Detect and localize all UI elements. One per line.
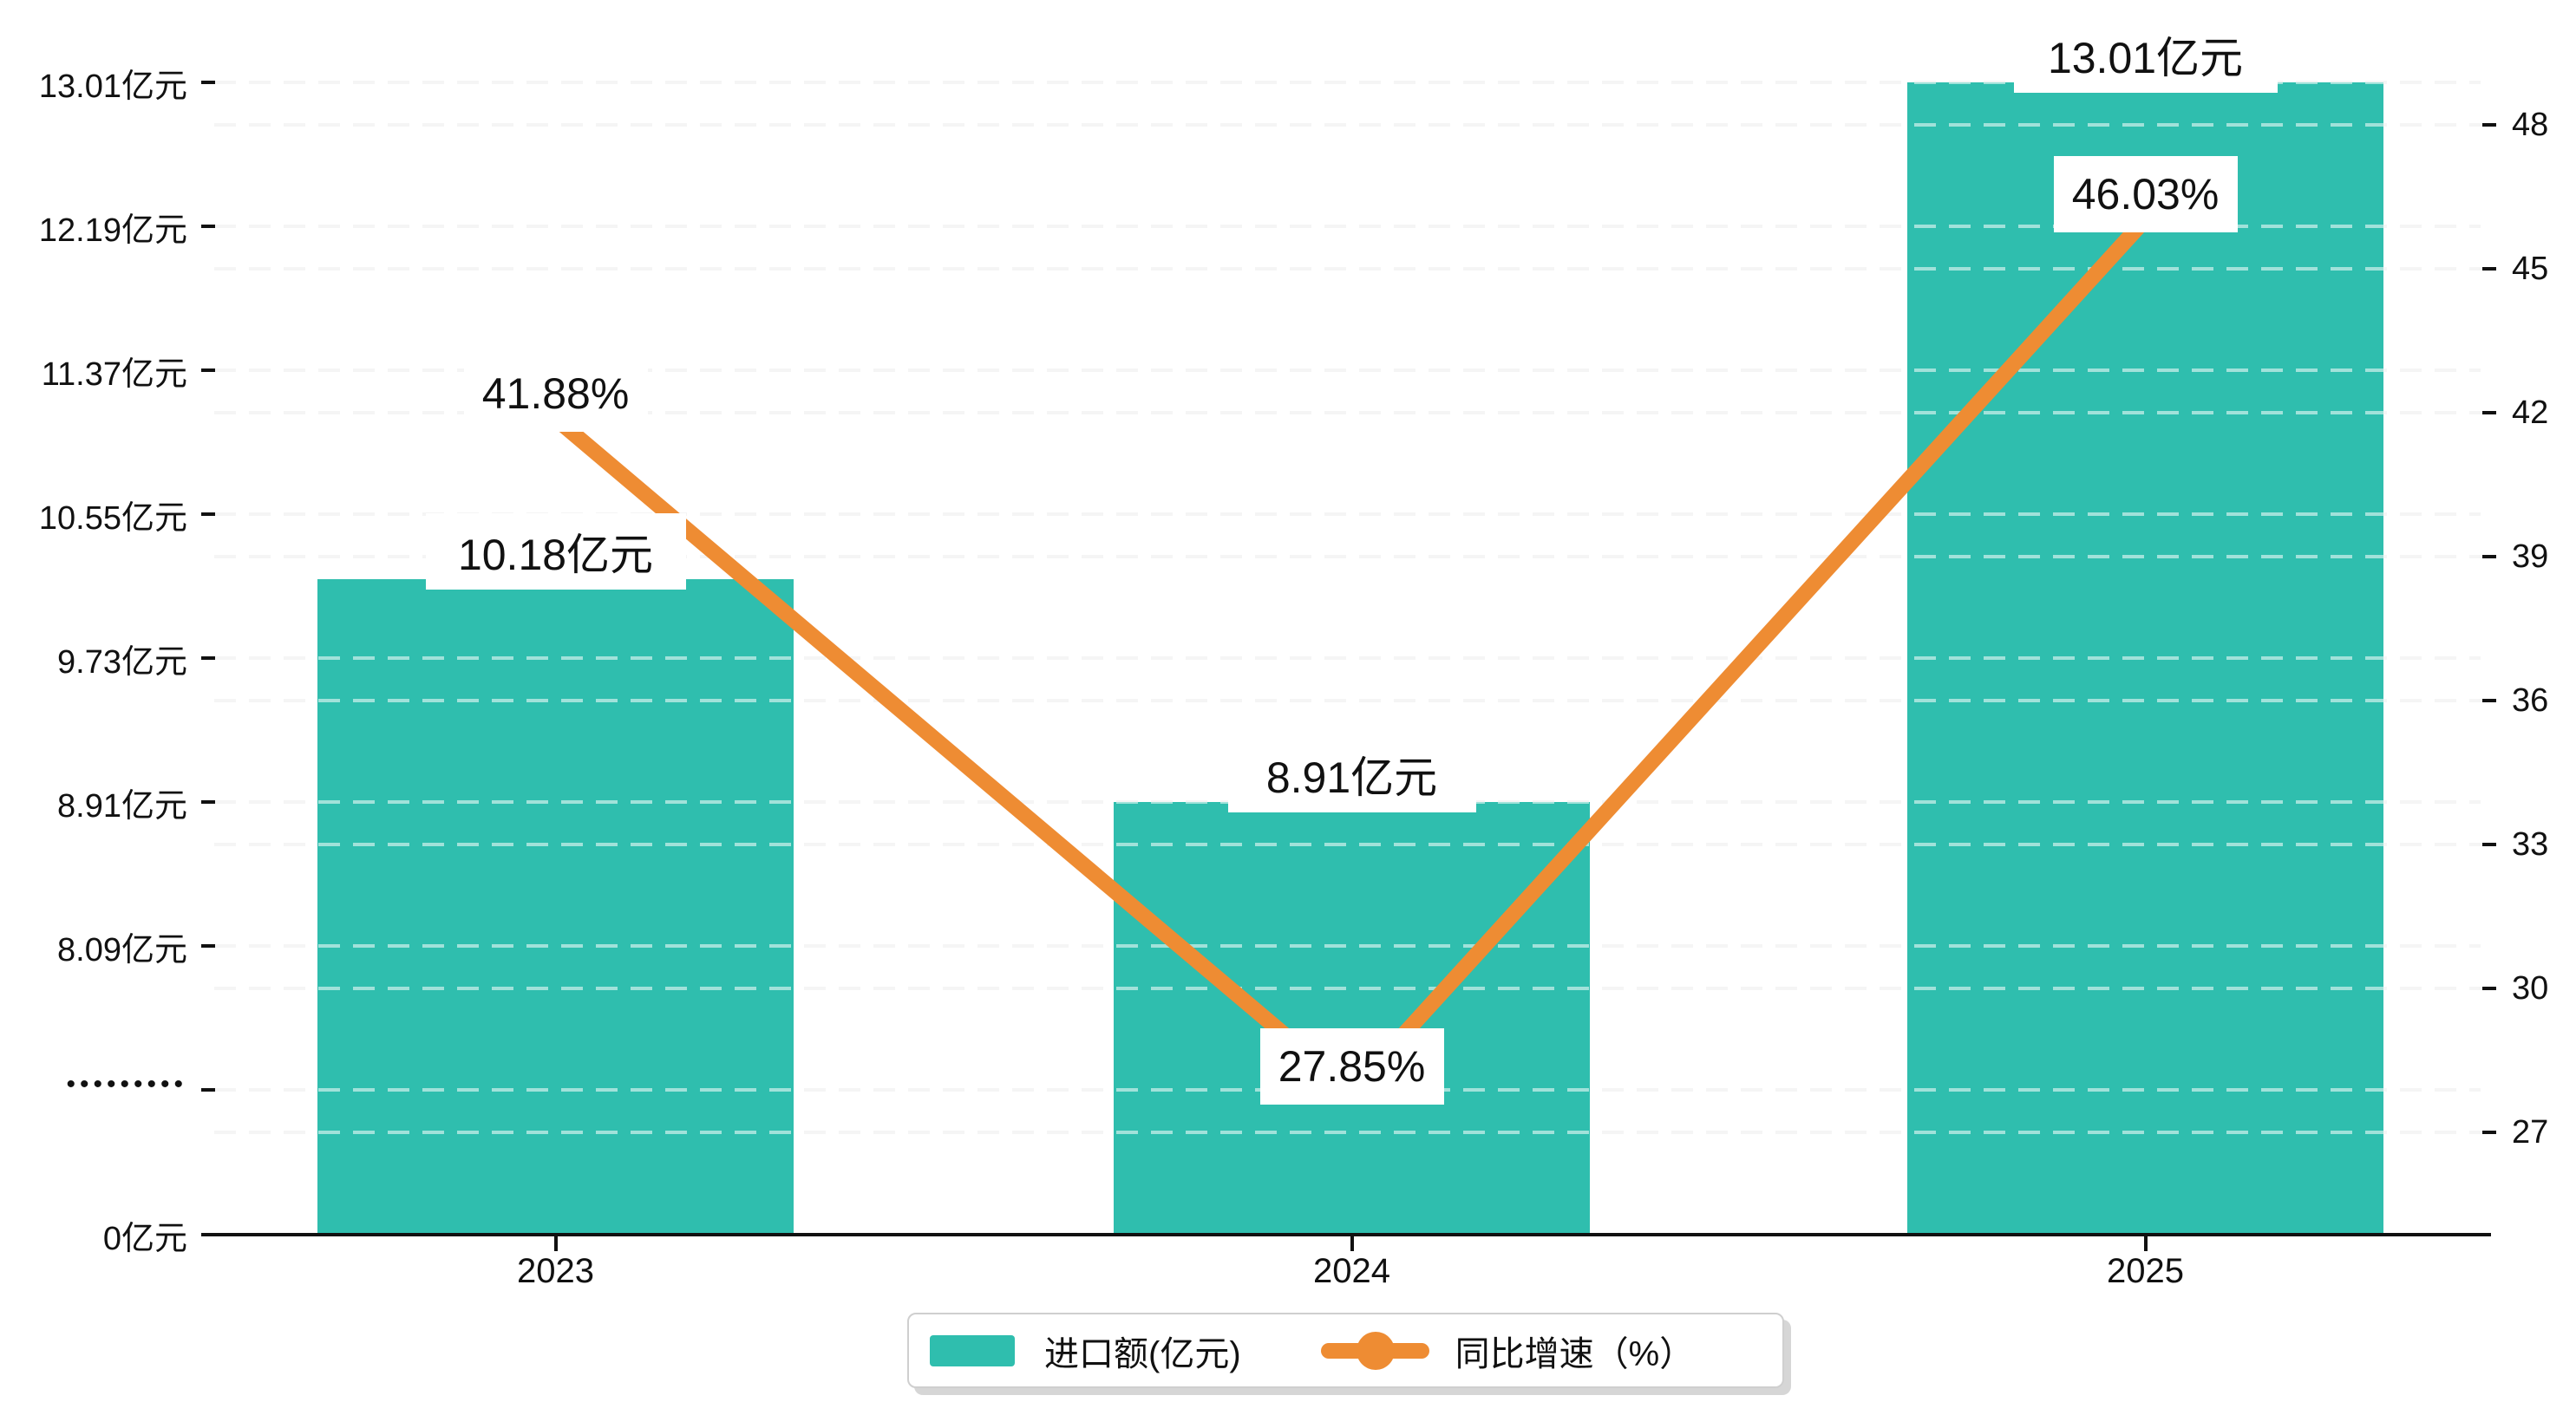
right-axis-tick-label: 42 xyxy=(2512,394,2549,431)
tick-mark-icon xyxy=(201,512,215,516)
tick-mark-icon xyxy=(2482,987,2496,990)
tick-mark-icon xyxy=(2482,555,2496,558)
right-axis-tick-row: 42 xyxy=(2482,394,2548,432)
left-axis-tick-label: 13.01亿元 xyxy=(38,68,187,105)
left-axis-tick-label: 8.09亿元 xyxy=(57,931,187,968)
right-axis-tick-label: 30 xyxy=(2512,969,2549,1007)
left-axis-tick-label: 12.19亿元 xyxy=(38,212,187,249)
growth-value-label-2024: 27.85% xyxy=(1259,1027,1444,1105)
tick-mark-icon xyxy=(2482,123,2496,127)
tick-mark-icon xyxy=(201,1088,215,1092)
left-axis-tick-row: 10.55亿元 xyxy=(0,495,215,537)
right-axis-tick-row: 27 xyxy=(2482,1113,2548,1151)
right-axis-tick-row: 30 xyxy=(2482,969,2548,1007)
right-axis-tick-row: 36 xyxy=(2482,681,2548,720)
growth-value-label-2023: 41.88% xyxy=(463,355,648,432)
right-axis-tick-label: 48 xyxy=(2512,106,2549,143)
x-category-label-2023: 2023 xyxy=(517,1252,594,1290)
legend-item-growth-label: 同比增速（%） xyxy=(1455,1334,1695,1373)
tick-mark-icon xyxy=(201,944,215,948)
right-axis-tick-row: 33 xyxy=(2482,825,2548,864)
tick-mark-icon xyxy=(2482,699,2496,702)
right-axis-tick-row: 48 xyxy=(2482,106,2548,144)
tick-mark-icon xyxy=(2482,1131,2496,1134)
left-axis-tick-row: 8.09亿元 xyxy=(0,927,215,968)
right-axis-tick-label: 45 xyxy=(2512,250,2549,287)
bar-value-label-2023: 10.18亿元 xyxy=(425,512,686,590)
left-axis-tick-row: 11.37亿元 xyxy=(0,351,215,393)
tick-mark-icon xyxy=(2482,411,2496,414)
left-axis-tick-row: 9.73亿元 xyxy=(0,639,215,681)
legend-item-imports-label: 进口额(亿元) xyxy=(1044,1334,1241,1373)
left-axis-tick-row: 13.01亿元 xyxy=(0,63,215,105)
bar-value-label-2025: 13.01亿元 xyxy=(2013,16,2278,93)
x-tick-mark-icon xyxy=(553,1236,558,1251)
legend-line-dot-icon xyxy=(1320,1331,1429,1371)
left-axis-tick-row: 12.19亿元 xyxy=(0,207,215,249)
left-axis-tick-label: 8.91亿元 xyxy=(57,787,187,825)
tick-mark-icon xyxy=(2482,843,2496,846)
left-axis-baseline-row: 0亿元 xyxy=(0,1216,215,1257)
tick-mark-icon xyxy=(2482,267,2496,271)
right-axis-tick-label: 33 xyxy=(2512,825,2549,863)
right-axis-tick-row: 45 xyxy=(2482,250,2548,288)
tick-mark-icon xyxy=(201,800,215,804)
left-axis-tick-label: 10.55亿元 xyxy=(38,499,187,537)
left-axis-tick-row: 8.91亿元 xyxy=(0,783,215,825)
legend-line-point-icon xyxy=(1356,1331,1395,1370)
growth-value-label-2025: 46.03% xyxy=(2053,156,2238,232)
right-axis-tick-row: 39 xyxy=(2482,538,2548,576)
legend: 进口额(亿元) 同比增速（%） xyxy=(907,1313,1784,1388)
right-axis-tick-label: 27 xyxy=(2512,1113,2549,1151)
x-tick-mark-icon xyxy=(2143,1236,2148,1251)
left-axis-tick-label: 9.73亿元 xyxy=(57,643,187,681)
x-category-label-2025: 2025 xyxy=(2107,1252,2184,1290)
left-axis-tick-label: 11.37亿元 xyxy=(41,355,187,393)
tick-mark-icon xyxy=(201,368,215,372)
x-category-label-2024: 2024 xyxy=(1313,1252,1390,1290)
right-axis-tick-label: 36 xyxy=(2512,681,2549,719)
tick-mark-icon xyxy=(201,656,215,660)
tick-mark-icon xyxy=(201,225,215,228)
left-axis-baseline-label: 0亿元 xyxy=(102,1220,187,1257)
bar-value-label-2024: 8.91亿元 xyxy=(1227,736,1476,812)
tick-mark-icon xyxy=(201,81,215,84)
x-axis-line xyxy=(202,1233,2491,1236)
right-axis-tick-label: 39 xyxy=(2512,538,2549,575)
x-tick-mark-icon xyxy=(1350,1236,1354,1251)
legend-bar-swatch-icon xyxy=(930,1334,1015,1366)
left-axis-tick-row: ••••••••• xyxy=(0,1071,215,1109)
